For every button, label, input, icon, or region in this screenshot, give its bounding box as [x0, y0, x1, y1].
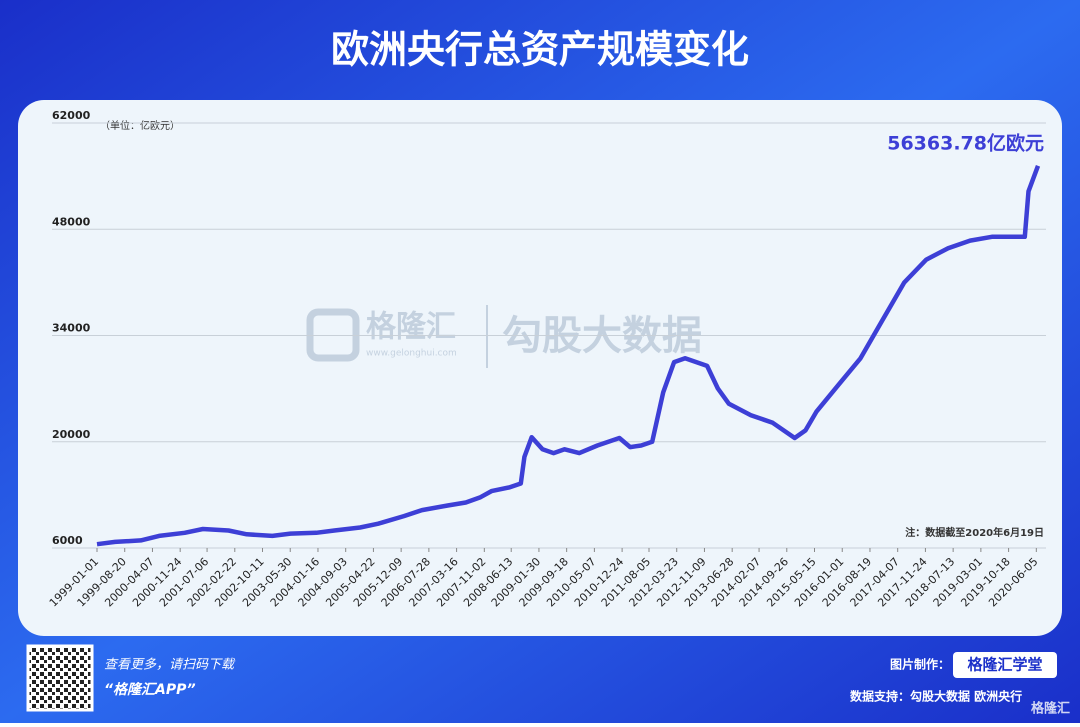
watermark-url: www.gelonghui.com: [366, 349, 457, 359]
y-tick-label: 34000: [52, 322, 91, 335]
app-name: “格隆汇APP”: [104, 681, 196, 698]
made-by: 格隆汇学堂: [967, 656, 1042, 674]
y-tick-label: 62000: [52, 109, 91, 122]
chart-panel: [18, 100, 1062, 636]
made-by-badge: [953, 652, 1057, 678]
line: [96, 165, 1041, 547]
y-tick-label: 20000: [52, 428, 91, 441]
y-tick-label: 48000: [52, 215, 91, 228]
note: 注：数据截至2020年6月19日: [905, 526, 1044, 539]
scan-text: 查看更多，请扫码下载: [104, 658, 236, 673]
watermark-brand: 格隆汇: [366, 310, 456, 345]
made-by-label: 图片制作：: [890, 657, 950, 672]
unit-label: （单位：亿欧元）: [100, 119, 180, 132]
corner-logo: 格隆汇: [1031, 701, 1070, 717]
source: 数据支持：勾股大数据 欧洲央行: [850, 689, 1022, 704]
qr-code[interactable]: [26, 644, 94, 712]
value-label: 56363.78亿欧元: [887, 131, 1044, 154]
y-tick-label: 6000: [52, 534, 83, 547]
title: 欧洲央行总资产规模变化: [331, 28, 749, 72]
